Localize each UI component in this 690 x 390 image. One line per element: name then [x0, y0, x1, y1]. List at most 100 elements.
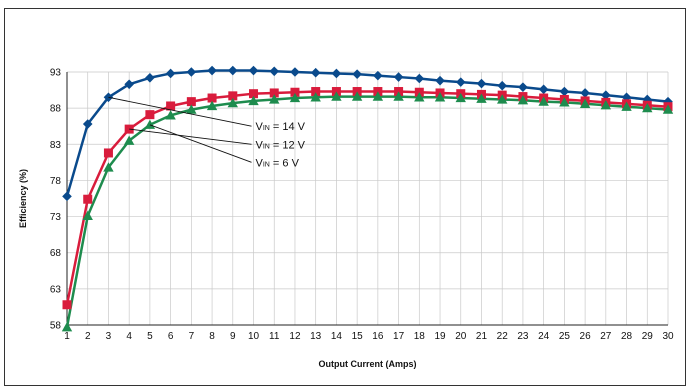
data-point-triangle: [289, 92, 301, 103]
data-point-diamond: [518, 82, 528, 92]
x-axis-title: Output Current (Amps): [319, 359, 417, 369]
data-point-diamond: [435, 75, 445, 86]
plot-area: [67, 72, 668, 325]
data-point-triangle: [476, 93, 487, 103]
data-point-square: [83, 194, 93, 204]
x-tick-label: 16: [372, 331, 384, 342]
data-point-triangle: [144, 119, 156, 129]
x-tick-label: 27: [600, 331, 612, 342]
annotation-leader-line: [108, 96, 252, 127]
data-point-diamond: [207, 65, 217, 76]
series-label: VIN = 14 V: [256, 121, 306, 133]
data-point-triangle: [331, 91, 342, 101]
data-point-triangle: [372, 91, 384, 101]
x-tick-label: 8: [209, 331, 215, 342]
data-point-diamond: [352, 69, 362, 79]
data-point-diamond: [248, 65, 259, 76]
x-tick-label: 19: [434, 331, 446, 342]
data-point-triangle: [497, 94, 508, 104]
data-point-diamond: [455, 77, 466, 87]
data-point-diamond: [269, 66, 280, 77]
x-tick-label: 18: [414, 331, 426, 342]
x-tick-label: 2: [85, 331, 91, 342]
data-point-diamond: [186, 67, 197, 77]
data-point-diamond: [559, 86, 570, 97]
data-point-square: [311, 87, 321, 97]
x-tick-label: 30: [662, 331, 674, 342]
data-point-triangle: [517, 94, 529, 105]
data-point-triangle: [227, 97, 238, 108]
x-tick-label: 24: [538, 331, 550, 342]
data-point-square: [269, 88, 279, 98]
y-tick-label: 73: [50, 212, 62, 223]
y-tick-label: 58: [50, 321, 62, 332]
data-point-triangle: [538, 96, 549, 106]
data-point-diamond: [165, 68, 176, 79]
data-point-triangle: [206, 100, 218, 111]
x-tick-label: 11: [269, 331, 280, 342]
data-point-diamond: [373, 70, 383, 81]
x-tick-label: 25: [559, 331, 571, 342]
data-point-diamond: [414, 73, 425, 84]
data-point-square: [62, 300, 72, 310]
data-point-triangle: [559, 97, 570, 107]
annotation-leader-line: [149, 124, 252, 163]
x-tick-label: 29: [642, 331, 654, 342]
annotation-leader-line: [129, 128, 252, 145]
x-tick-label: 15: [352, 331, 364, 342]
data-point-triangle: [579, 98, 591, 108]
data-point-diamond: [62, 191, 72, 202]
x-tick-label: 13: [310, 331, 322, 342]
data-point-diamond: [642, 94, 653, 105]
data-point-triangle: [123, 135, 135, 145]
x-tick-label: 6: [168, 331, 174, 342]
data-point-triangle: [165, 110, 176, 120]
data-point-diamond: [124, 79, 134, 90]
data-point-square: [103, 148, 113, 158]
data-point-square: [145, 110, 155, 120]
x-tick-label: 5: [147, 331, 153, 342]
y-tick-label: 88: [50, 104, 62, 115]
data-point-triangle: [414, 92, 425, 102]
data-point-triangle: [103, 162, 114, 172]
data-point-diamond: [145, 72, 155, 83]
data-point-triangle: [61, 321, 73, 332]
series-label: VIN = 6 V: [256, 157, 300, 169]
x-tick-label: 14: [331, 331, 343, 342]
data-point-diamond: [310, 67, 321, 78]
data-point-square: [166, 101, 176, 111]
data-point-triangle: [455, 92, 466, 103]
y-tick-label: 63: [50, 284, 62, 295]
data-point-square: [290, 87, 300, 97]
data-point-triangle: [600, 100, 612, 110]
y-tick-label: 78: [50, 176, 62, 187]
x-tick-label: 7: [189, 331, 195, 342]
x-tick-label: 21: [476, 331, 488, 342]
data-point-square: [186, 97, 196, 107]
x-tick-label: 23: [517, 331, 529, 342]
x-tick-label: 17: [393, 331, 405, 342]
data-point-diamond: [82, 119, 93, 129]
data-point-triangle: [393, 91, 404, 101]
data-point-triangle: [186, 104, 197, 114]
data-point-diamond: [601, 90, 611, 100]
x-tick-label: 20: [455, 331, 467, 342]
x-tick-label: 10: [248, 331, 260, 342]
data-point-diamond: [580, 88, 590, 98]
y-axis-title: Efficiency (%): [18, 169, 28, 228]
data-point-diamond: [227, 65, 238, 76]
x-tick-label: 1: [64, 331, 70, 342]
data-point-triangle: [248, 95, 259, 106]
y-tick-label: 83: [50, 140, 62, 151]
data-point-diamond: [538, 84, 549, 95]
data-point-triangle: [662, 104, 674, 114]
x-tick-label: 22: [497, 331, 509, 342]
series-label: VIN = 12 V: [256, 139, 306, 151]
data-point-triangle: [351, 91, 363, 101]
x-tick-label: 12: [289, 331, 301, 342]
x-tick-label: 3: [106, 331, 112, 342]
data-point-diamond: [476, 78, 487, 89]
y-tick-label: 68: [50, 248, 62, 259]
data-point-diamond: [290, 67, 300, 77]
